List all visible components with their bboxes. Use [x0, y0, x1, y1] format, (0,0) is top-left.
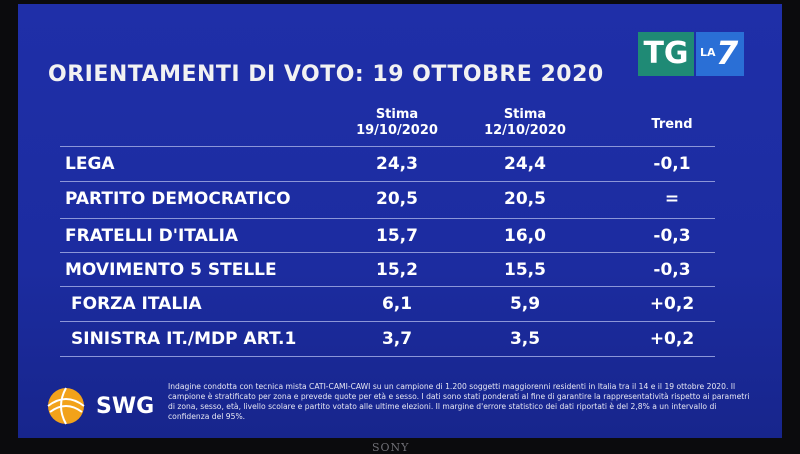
row-divider: [60, 286, 715, 287]
trend: -0,1: [653, 154, 691, 174]
column-header: Stima: [503, 107, 547, 122]
estimate: 24,3: [376, 154, 418, 174]
trend: -0,3: [653, 260, 691, 280]
methodology-note: Indagine condotta con tecnica mista CATI…: [168, 382, 750, 421]
tv-screen: ORIENTAMENTI DI VOTO: 19 OTTOBRE 2020 TG…: [18, 4, 782, 438]
party-name: LEGA: [65, 154, 115, 174]
trend: -0,3: [653, 226, 691, 246]
party-name: PARTITO DEMOCRATICO: [65, 189, 291, 209]
estimate: 3,7: [381, 329, 413, 349]
estimate: 15,7: [376, 226, 418, 246]
logo-lines: [47, 387, 85, 425]
tv-brand: SONY: [372, 441, 410, 454]
estimate: 16,0: [504, 226, 546, 246]
estimate: 24,4: [504, 154, 546, 174]
estimate: 6,1: [381, 294, 413, 314]
row-divider: [60, 218, 715, 219]
source: SWG: [96, 394, 155, 419]
estimate: 5,9: [509, 294, 541, 314]
column-header-date: 12/10/2020: [484, 123, 566, 138]
logo: TG LA 7: [638, 32, 744, 76]
row-divider: [60, 181, 715, 182]
trend: +0,2: [649, 294, 695, 314]
estimate: 20,5: [504, 189, 546, 209]
party-name: FORZA ITALIA: [71, 294, 202, 314]
logo-la7: LA 7: [696, 32, 744, 76]
logo-la: LA: [700, 46, 716, 59]
column-header: Stima: [375, 107, 419, 122]
logo-seven: 7: [716, 34, 739, 72]
trend: =: [664, 189, 680, 209]
estimate: 3,5: [509, 329, 541, 349]
party-name: MOVIMENTO 5 STELLE: [65, 260, 277, 280]
party-name: FRATELLI D'ITALIA: [65, 226, 239, 246]
party-name: SINISTRA IT./MDP ART.1: [71, 329, 297, 349]
estimate: 20,5: [376, 189, 418, 209]
trend: +0,2: [649, 329, 695, 349]
column-header: Trend: [651, 117, 693, 132]
estimate: 15,5: [504, 260, 546, 280]
row-divider: [60, 356, 715, 357]
row-divider: [60, 321, 715, 322]
row-divider: [60, 252, 715, 253]
swg-logo: [47, 387, 85, 425]
row-divider: [60, 146, 715, 147]
logo-tg: TG: [638, 32, 694, 76]
column-header-date: 19/10/2020: [356, 123, 438, 138]
title: ORIENTAMENTI DI VOTO: 19 OTTOBRE 2020: [48, 62, 604, 87]
estimate: 15,2: [376, 260, 418, 280]
